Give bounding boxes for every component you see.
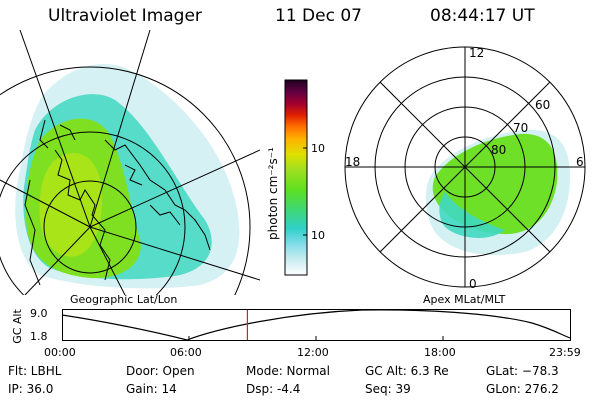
door-info: Door: Open bbox=[126, 364, 195, 378]
glat-info: GLat: −78.3 bbox=[486, 364, 559, 378]
alt-xtick-2359: 23:59 bbox=[549, 346, 581, 359]
alt-xtick-1200: 12:00 bbox=[297, 346, 329, 359]
colorbar-tick-10: 10 bbox=[311, 229, 325, 242]
mlt-label-18: 18 bbox=[345, 155, 360, 169]
polar-aurora-green bbox=[432, 133, 558, 235]
mlt-label-12: 12 bbox=[469, 46, 484, 60]
lat-label-60: 60 bbox=[535, 98, 550, 112]
altitude-curve bbox=[62, 309, 571, 341]
alt-ytick-1-8: 1.8 bbox=[30, 330, 48, 343]
alt-xtick-1800: 18:00 bbox=[424, 346, 456, 359]
mode-info: Mode: Normal bbox=[246, 364, 330, 378]
seq-info: Seq: 39 bbox=[365, 382, 411, 396]
colorbar-unit-label: photon cm⁻²s⁻¹ bbox=[266, 147, 280, 240]
instrument-title: Ultraviolet Imager bbox=[48, 6, 202, 26]
observation-date: 11 Dec 07 bbox=[275, 6, 362, 26]
colorbar-tick-100: 100 bbox=[311, 142, 325, 155]
geographic-map bbox=[0, 30, 260, 295]
alt-ytick-9: 9.0 bbox=[30, 307, 48, 320]
glon-info: GLon: 276.2 bbox=[486, 382, 559, 396]
alt-xtick-0000: 00:00 bbox=[44, 346, 76, 359]
colorbar-gradient bbox=[284, 79, 308, 276]
mlt-label-0: 0 bbox=[469, 277, 477, 291]
filter-info: Flt: LBHL bbox=[8, 364, 62, 378]
lat-label-70: 70 bbox=[513, 121, 528, 135]
observation-time: 08:44:17 UT bbox=[430, 6, 535, 26]
lat-label-80: 80 bbox=[491, 143, 506, 157]
ip-info: IP: 36.0 bbox=[8, 382, 54, 396]
polar-caption: Apex MLat/MLT bbox=[423, 293, 506, 306]
gc-alt-info: GC Alt: 6.3 Re bbox=[365, 364, 449, 378]
alt-xtick-0600: 06:00 bbox=[170, 346, 202, 359]
dsp-info: Dsp: -4.4 bbox=[246, 382, 301, 396]
geographic-caption: Geographic Lat/Lon bbox=[70, 293, 178, 306]
alt-ylabel: GC Alt bbox=[10, 309, 24, 344]
colorbar: 100 10 photon cm⁻²s⁻¹ bbox=[266, 79, 325, 276]
aurora-core bbox=[39, 152, 102, 257]
polar-plot: 12 18 6 0 60 70 80 bbox=[344, 46, 586, 291]
mlt-label-6: 6 bbox=[576, 155, 584, 169]
gain-info: Gain: 14 bbox=[126, 382, 177, 396]
altitude-plot bbox=[62, 309, 571, 341]
